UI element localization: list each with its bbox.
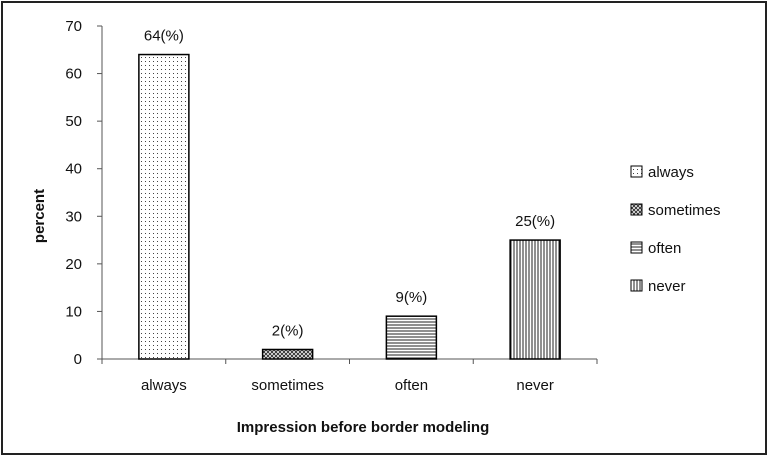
x-tick-label: never bbox=[516, 377, 554, 394]
data-label-sometimes: 2(%) bbox=[272, 322, 304, 339]
x-tick-label: often bbox=[395, 377, 428, 394]
y-tick-label: 60 bbox=[65, 66, 82, 83]
bar-never bbox=[509, 239, 561, 360]
bars: 64(%) 2(%) 9(%) 25(%) bbox=[138, 28, 561, 360]
legend-swatch-sometimes bbox=[630, 203, 643, 216]
x-tick-label: sometimes bbox=[251, 377, 324, 394]
legend-label-never: never bbox=[648, 278, 686, 295]
y-tick-label: 50 bbox=[65, 113, 82, 130]
data-label-often: 9(%) bbox=[396, 289, 428, 306]
bar-always bbox=[138, 53, 190, 360]
data-label-never: 25(%) bbox=[515, 213, 555, 230]
legend-swatch-never bbox=[630, 279, 643, 292]
legend-swatch-always bbox=[630, 165, 643, 178]
y-tick-label: 10 bbox=[65, 303, 82, 320]
bar-often bbox=[385, 315, 438, 360]
x-tick-label: always bbox=[141, 377, 187, 394]
y-tick-label: 40 bbox=[65, 161, 82, 178]
legend-swatch-often bbox=[630, 241, 643, 254]
y-tick-label: 70 bbox=[65, 18, 82, 35]
bar-sometimes bbox=[261, 348, 314, 360]
data-label-always: 64(%) bbox=[144, 28, 184, 45]
x-ticks: always sometimes often never bbox=[101, 359, 598, 394]
y-tick-label: 0 bbox=[74, 351, 82, 368]
y-tick-label: 30 bbox=[65, 208, 82, 225]
legend-label-sometimes: sometimes bbox=[648, 202, 721, 219]
y-axis-title: percent bbox=[31, 189, 48, 243]
y-tick-label: 20 bbox=[65, 256, 82, 273]
x-axis-title: Impression before border modeling bbox=[237, 419, 490, 436]
legend-label-often: often bbox=[648, 240, 681, 257]
legend-label-always: always bbox=[648, 164, 694, 181]
legend: always sometimes often never bbox=[630, 164, 721, 295]
y-ticks: 0 10 20 30 40 50 60 70 bbox=[65, 18, 102, 368]
